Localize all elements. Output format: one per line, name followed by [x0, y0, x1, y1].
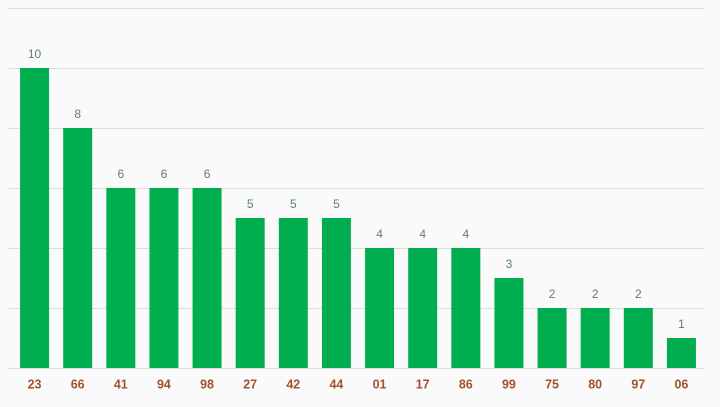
- x-tick-label: 75: [545, 377, 559, 391]
- x-tick-label: 80: [588, 377, 602, 391]
- x-tick-label: 97: [631, 377, 645, 391]
- bar: [106, 188, 136, 368]
- bar: [192, 188, 222, 368]
- x-tick-label: 06: [674, 377, 688, 391]
- value-label: 5: [290, 197, 297, 211]
- x-tick-label: 99: [502, 377, 516, 391]
- bar: [623, 308, 653, 368]
- value-label: 5: [247, 197, 254, 211]
- x-tick-label: 86: [459, 377, 473, 391]
- bar: [580, 308, 610, 368]
- value-label: 2: [592, 287, 599, 301]
- value-label: 1: [678, 317, 685, 331]
- x-tick-label: 23: [28, 377, 42, 391]
- bar: [537, 308, 567, 368]
- bar: [666, 338, 696, 368]
- bar: [321, 218, 351, 368]
- x-tick-label: 44: [329, 377, 343, 391]
- value-label: 6: [204, 167, 211, 181]
- x-tick-label: 98: [200, 377, 214, 391]
- bar: [149, 188, 179, 368]
- bar: [20, 68, 50, 368]
- x-tick-label: 42: [286, 377, 300, 391]
- value-label: 2: [635, 287, 642, 301]
- value-label: 4: [419, 227, 426, 241]
- bar: [235, 218, 265, 368]
- bar: [494, 278, 524, 368]
- x-tick-label: 01: [373, 377, 387, 391]
- x-tick-label: 27: [243, 377, 257, 391]
- x-tick-label: 17: [416, 377, 430, 391]
- value-label: 5: [333, 197, 340, 211]
- x-tick-label: 94: [157, 377, 171, 391]
- value-label: 6: [161, 167, 168, 181]
- value-label: 3: [506, 257, 513, 271]
- value-label: 6: [117, 167, 124, 181]
- bar: [278, 218, 308, 368]
- x-tick-label: 66: [71, 377, 85, 391]
- bar: [365, 248, 395, 368]
- bar: [451, 248, 481, 368]
- value-label: 10: [28, 47, 42, 61]
- bar: [408, 248, 438, 368]
- value-label: 2: [549, 287, 556, 301]
- value-label: 8: [74, 107, 81, 121]
- bar: [63, 128, 93, 368]
- value-label: 4: [376, 227, 383, 241]
- x-tick-label: 41: [114, 377, 128, 391]
- value-label: 4: [462, 227, 469, 241]
